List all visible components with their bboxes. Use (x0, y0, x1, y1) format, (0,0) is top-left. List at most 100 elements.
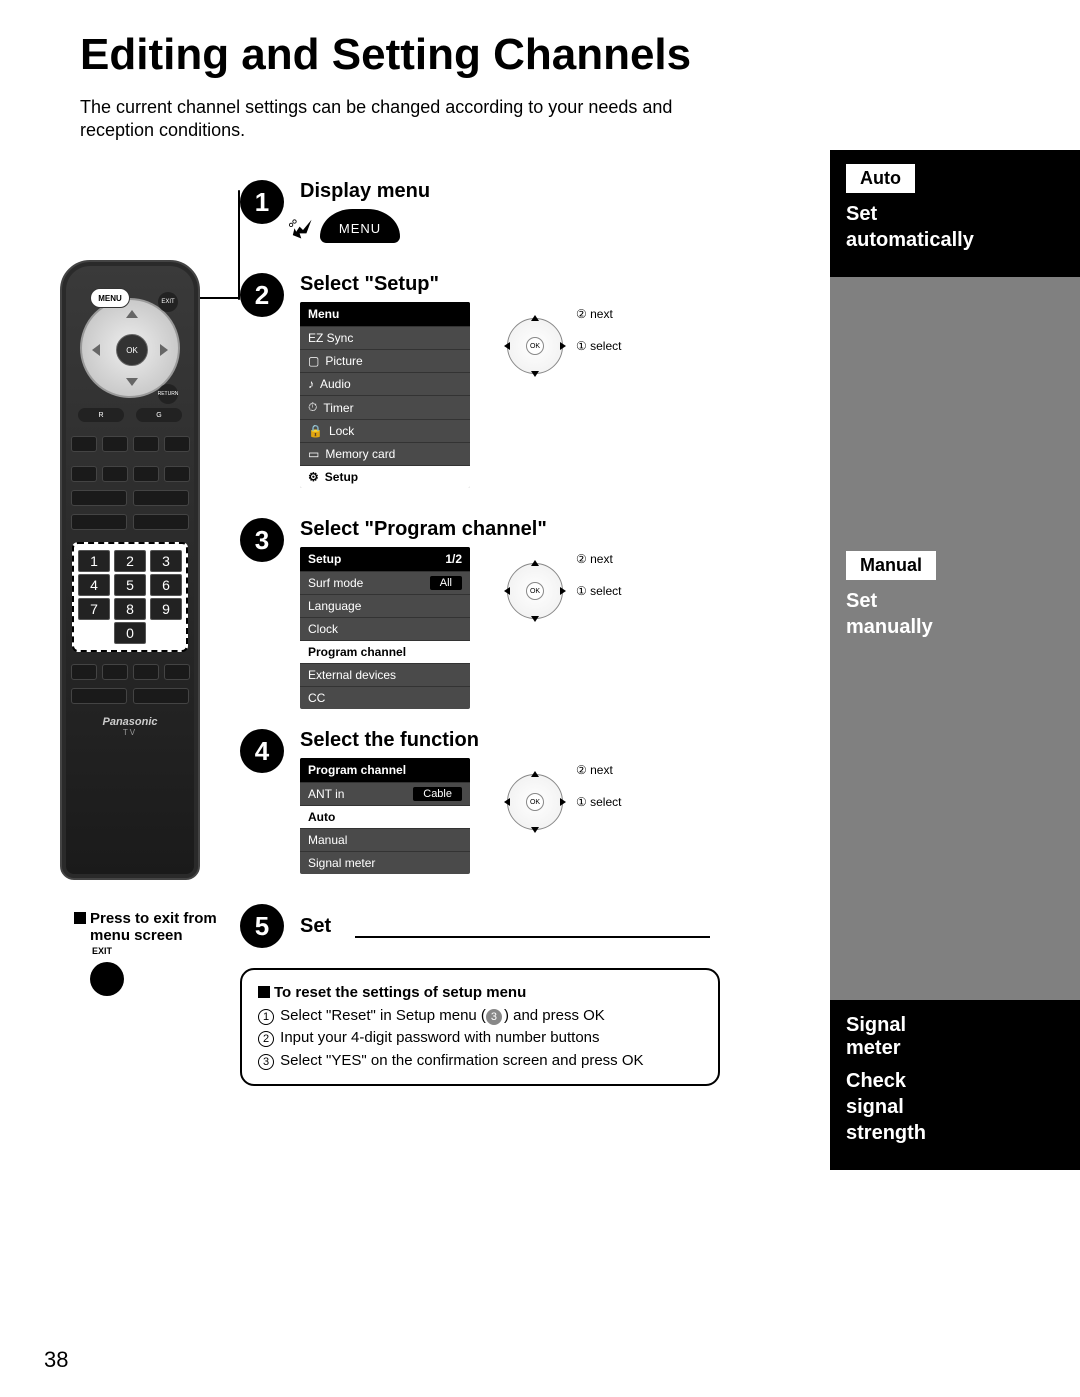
num-3[interactable]: 3 (150, 550, 182, 572)
step-2: 2 Select "Setup" Menu EZ Sync ▢Picture ♪… (240, 273, 710, 488)
reset-line-2: 2 Input your 4-digit password with numbe… (258, 1027, 702, 1050)
remote-btn[interactable] (164, 436, 190, 452)
remote-right-icon[interactable] (160, 344, 168, 356)
remote-btn[interactable] (71, 466, 97, 482)
step-1-title: Display menu (300, 180, 710, 203)
menu-row-picture: ▢Picture (300, 349, 470, 372)
step-3: 3 Select "Program channel" Setup1/2 Surf… (240, 518, 710, 709)
remote-btn[interactable] (133, 664, 159, 680)
setup-osd: Setup1/2 Surf modeAll Language Clock Pro… (300, 547, 470, 709)
num-5[interactable]: 5 (114, 574, 146, 596)
num-6[interactable]: 6 (150, 574, 182, 596)
step-4: 4 Select the function Program channel AN… (240, 729, 710, 874)
num-1[interactable]: 1 (78, 550, 110, 572)
reset-line-1: 1 Select "Reset" in Setup menu (3) and p… (258, 1005, 702, 1028)
manual-text: Set manually (846, 588, 1064, 640)
sidebar-signal-block: Signalmeter Check signal strength (830, 1000, 1080, 1170)
dpad-hint-3: OK (500, 556, 570, 626)
manual-tag: Manual (846, 551, 936, 580)
remote-exit-button[interactable]: EXIT (158, 292, 178, 312)
remote-left-icon[interactable] (92, 344, 100, 356)
remote-numpad: 123 456 789 0 (72, 542, 188, 652)
remote-btn[interactable] (133, 490, 189, 506)
remote-btn[interactable] (71, 664, 97, 680)
auto-text: Set automatically (846, 201, 1064, 253)
remote-btn[interactable] (102, 436, 128, 452)
remote-btn[interactable] (71, 436, 97, 452)
step-4-num: 4 (240, 729, 284, 773)
exit-button-icon (90, 962, 124, 996)
menu-row-audio: ♪Audio (300, 372, 470, 395)
exit-note: Press to exit from menu screen EXIT (74, 910, 254, 996)
num-7[interactable]: 7 (78, 598, 110, 620)
remote-btn[interactable] (71, 688, 127, 704)
page-number: 38 (44, 1347, 68, 1373)
intro-text: The current channel settings can be chan… (80, 96, 720, 143)
num-4[interactable]: 4 (78, 574, 110, 596)
step-4-title: Select the function (300, 729, 710, 752)
menu-row-lock: 🔒Lock (300, 419, 470, 442)
sidebar-manual-block: Manual Set manually (830, 537, 1080, 654)
setup-row-ext: External devices (300, 663, 470, 686)
remote-btn[interactable] (102, 664, 128, 680)
hand-icon (286, 213, 320, 247)
dpad-labels-2: ② next ① select (576, 307, 621, 354)
remote-down-icon[interactable] (126, 378, 138, 386)
step-1: 1 Display menu MENU (240, 180, 710, 243)
remote-btn[interactable] (133, 688, 189, 704)
setup-row-clock: Clock (300, 617, 470, 640)
exit-label: EXIT (92, 946, 254, 956)
remote-return-button[interactable]: RETURN (158, 384, 178, 404)
page-title: Editing and Setting Channels (80, 30, 1080, 80)
reset-box: To reset the settings of setup menu 1 Se… (240, 968, 720, 1086)
remote-row-f (62, 684, 198, 708)
remote-g-button[interactable]: G (136, 408, 182, 422)
num-2[interactable]: 2 (114, 550, 146, 572)
step-2-title: Select "Setup" (300, 273, 710, 296)
num-9[interactable]: 9 (150, 598, 182, 620)
menu-row-ezsync: EZ Sync (300, 326, 470, 349)
menu-button-illustration: MENU (320, 209, 400, 243)
remote-r-button[interactable]: R (78, 408, 124, 422)
setup-row-surf: Surf modeAll (300, 571, 470, 594)
remote-row-a (62, 432, 198, 456)
remote-brand: Panasonic (62, 716, 198, 728)
remote-menu-button[interactable]: MENU (90, 288, 130, 308)
remote: MENU EXIT RETURN OK R G 123 456 789 0 Pa… (60, 260, 200, 880)
remote-btn[interactable] (133, 514, 189, 530)
remote-row-c (62, 486, 198, 510)
remote-row-e (62, 660, 198, 684)
remote-dpad[interactable]: MENU EXIT RETURN OK (80, 298, 180, 398)
program-row-manual: Manual (300, 828, 470, 851)
remote-ok-button[interactable]: OK (116, 334, 148, 366)
num-8[interactable]: 8 (114, 598, 146, 620)
step-5-line (355, 936, 710, 938)
remote-row-d (62, 510, 198, 534)
signal-text: Check signal strength (846, 1068, 1064, 1146)
remote-btn[interactable] (71, 514, 127, 530)
program-row-signal: Signal meter (300, 851, 470, 874)
menu-row-memory: ▭Memory card (300, 442, 470, 465)
remote-btn[interactable] (133, 466, 159, 482)
remote-btn[interactable] (102, 466, 128, 482)
dpad-labels-4: ② next ① select (576, 763, 621, 810)
auto-tag: Auto (846, 164, 915, 193)
remote-btn[interactable] (133, 436, 159, 452)
menu-row-setup: ⚙Setup (300, 465, 470, 488)
step-5: 5 Set (240, 904, 710, 948)
setup-osd-header: Setup1/2 (300, 547, 470, 571)
setup-row-cc: CC (300, 686, 470, 709)
num-0[interactable]: 0 (114, 622, 146, 644)
step-1-num: 1 (240, 180, 284, 224)
remote-btn[interactable] (164, 466, 190, 482)
remote-btn[interactable] (71, 490, 127, 506)
program-row-auto: Auto (300, 805, 470, 828)
setup-row-program: Program channel (300, 640, 470, 663)
remote-row-b (62, 462, 198, 486)
remote-btn[interactable] (164, 664, 190, 680)
step-3-num: 3 (240, 518, 284, 562)
remote-up-icon[interactable] (126, 310, 138, 318)
dpad-hint-4: OK (500, 767, 570, 837)
step-5-title: Set (300, 915, 331, 938)
menu-osd: Menu EZ Sync ▢Picture ♪Audio ⏱Timer 🔒Loc… (300, 302, 470, 488)
